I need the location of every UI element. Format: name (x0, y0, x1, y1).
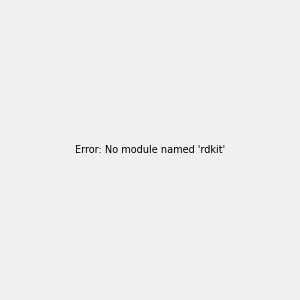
Text: Error: No module named 'rdkit': Error: No module named 'rdkit' (75, 145, 225, 155)
